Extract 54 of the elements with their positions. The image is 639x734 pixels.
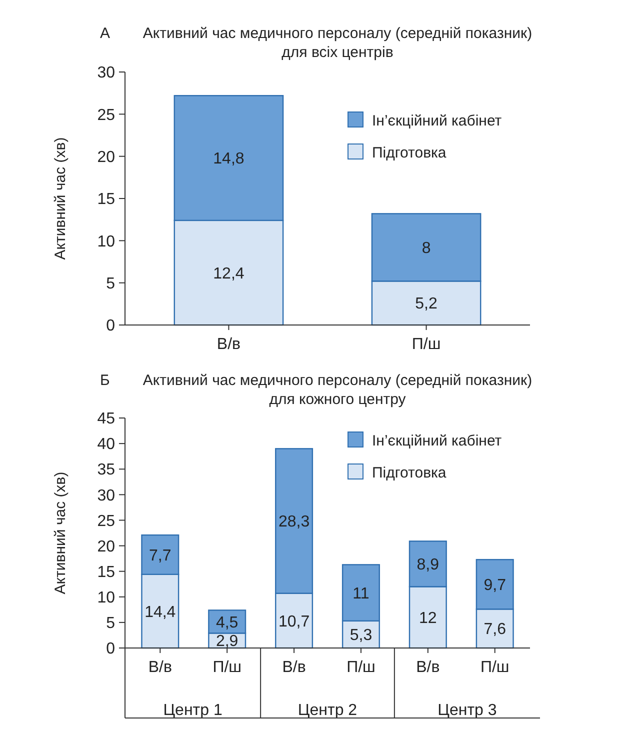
y-tick-label: 25 — [97, 106, 116, 124]
y-tick-label: 20 — [97, 538, 116, 556]
text: Центр 2 — [298, 702, 358, 719]
y-axis-title: Активний час (хв) — [52, 472, 69, 594]
y-tick-label: 30 — [97, 64, 116, 82]
chart-title: Активний час медичного персоналу (середній показник) для всіх центрів — [142, 25, 532, 61]
text: А — [100, 25, 110, 42]
data-label: 8,9 — [416, 556, 440, 574]
x-tick-label: П/ш — [212, 659, 242, 676]
y-tick-label: 40 — [97, 436, 116, 454]
data-label: 12 — [419, 610, 437, 627]
data-label: 14,8 — [213, 150, 244, 168]
x-tick-label: П/ш — [346, 659, 376, 676]
data-label: 5,3 — [350, 627, 372, 644]
y-tick-label: 5 — [106, 275, 116, 292]
y-axis-title: Активний час (хв) — [52, 137, 69, 260]
legend-label: Ін’єкційний кабінет — [372, 112, 502, 130]
y-tick-label: 30 — [97, 487, 116, 504]
text: Центр 1 — [163, 702, 222, 719]
data-label: 10,7 — [278, 613, 310, 630]
x-tick-label: П/ш — [480, 659, 510, 676]
data-label: 14,4 — [144, 604, 176, 621]
y-tick-label: 0 — [106, 318, 116, 335]
legend-label: Підготовка — [372, 464, 447, 482]
text: Центр 3 — [438, 702, 497, 719]
data-label: 4,5 — [216, 614, 238, 632]
text: Б — [100, 372, 110, 389]
y-tick-label: 10 — [97, 233, 116, 250]
legend-label: Підготовка — [372, 144, 447, 162]
data-label: 12,4 — [213, 265, 244, 282]
y-tick-label: 45 — [97, 410, 116, 428]
data-label: 11 — [352, 585, 370, 602]
y-tick-label: 20 — [97, 148, 116, 166]
x-tick-label: В/в — [416, 659, 440, 676]
x-tick-label: В/в — [216, 336, 241, 353]
data-label: 9,7 — [484, 576, 506, 594]
data-label: 7,7 — [149, 547, 172, 564]
y-tick-label: 15 — [97, 564, 116, 581]
y-tick-label: 15 — [97, 191, 116, 208]
y-tick-label: 0 — [106, 640, 116, 658]
y-tick-label: 25 — [97, 512, 116, 530]
data-label: 8 — [422, 240, 431, 258]
y-tick-label: 35 — [97, 462, 116, 479]
data-label: 28,3 — [278, 514, 310, 531]
y-tick-label: 5 — [106, 615, 116, 632]
x-tick-label: В/в — [148, 659, 172, 676]
x-tick-label: В/в — [282, 659, 306, 676]
data-label: 7,6 — [484, 621, 506, 638]
data-label: 5,2 — [415, 296, 438, 313]
chart-title: Активний час медичного персоналу (середній показник) для кожного центру — [142, 372, 532, 408]
y-tick-label: 10 — [97, 589, 116, 606]
legend-label: Ін’єкційний кабінет — [372, 432, 502, 450]
data-label: 2,9 — [216, 633, 238, 650]
x-tick-label: П/ш — [412, 336, 441, 353]
